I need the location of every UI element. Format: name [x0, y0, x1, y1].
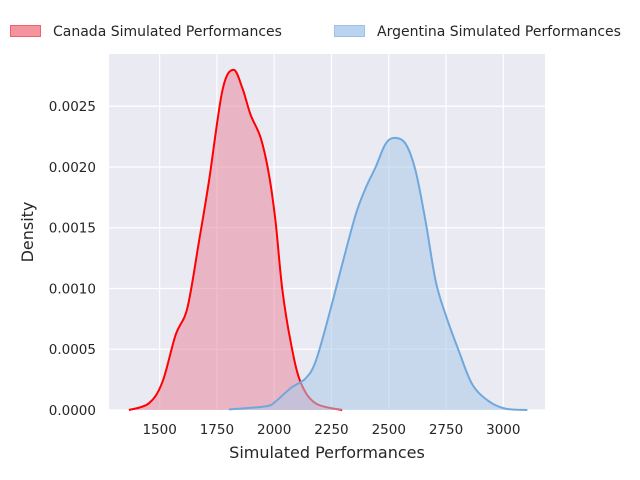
density-fill-canada — [128, 69, 343, 410]
legend: Canada Simulated Performances Argentina … — [10, 24, 621, 40]
density-areas — [128, 68, 528, 411]
x-tick-label: 2250 — [314, 422, 348, 438]
legend-label-canada: Canada Simulated Performances — [53, 24, 282, 40]
y-tick-label: 0.0020 — [49, 160, 96, 176]
x-tick-label: 2500 — [372, 422, 406, 438]
y-tick-label: 0.0025 — [49, 99, 96, 115]
y-axis-ticks: 0.0000 0.0005 0.0010 0.0015 0.0020 0.0025 — [49, 99, 96, 419]
y-tick-label: 0.0005 — [49, 342, 96, 358]
y-tick-label: 0.0010 — [49, 281, 96, 297]
x-tick-label: 2750 — [429, 422, 463, 438]
x-tick-label: 1750 — [200, 422, 234, 438]
x-tick-label: 1500 — [142, 422, 176, 438]
legend-swatch-canada — [10, 25, 41, 37]
density-line-canada — [128, 68, 343, 411]
legend-swatch-argentina — [334, 25, 365, 37]
y-tick-label: 0.0015 — [49, 221, 96, 237]
density-fill-argentina — [229, 137, 528, 410]
legend-label-argentina: Argentina Simulated Performances — [377, 24, 621, 40]
x-axis-label: Simulated Performances — [229, 443, 425, 462]
x-tick-label: 2000 — [257, 422, 291, 438]
density-line-argentina — [228, 136, 528, 411]
x-tick-label: 3000 — [486, 422, 520, 438]
y-tick-label: 0.0000 — [49, 403, 96, 419]
x-axis-ticks: 1500 1750 2000 2250 2500 2750 3000 — [142, 422, 520, 438]
y-axis-label: Density — [18, 202, 37, 263]
